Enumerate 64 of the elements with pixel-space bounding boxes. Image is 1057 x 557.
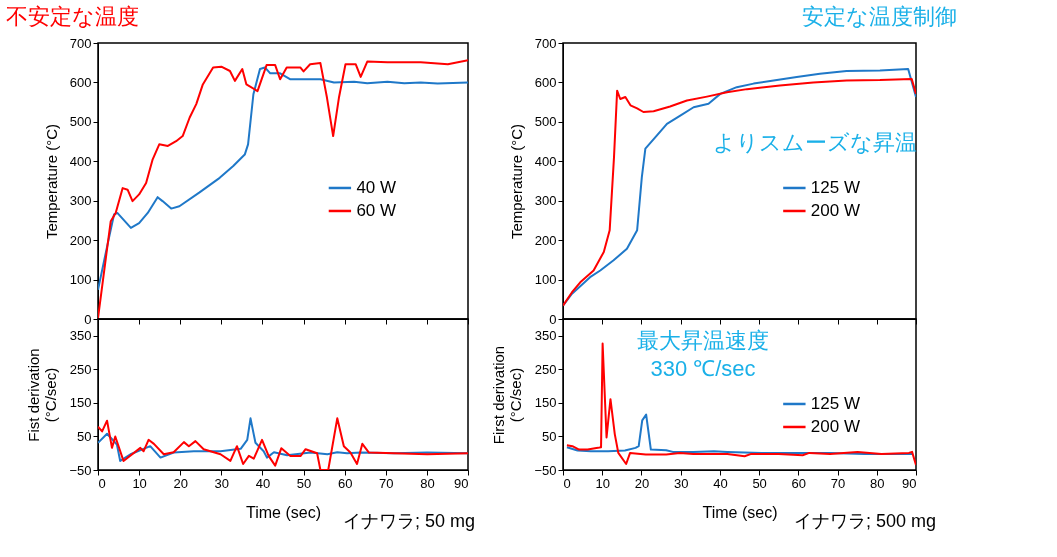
y-tick-label: 250 [534,361,557,377]
y-tick-label: 600 [69,74,92,90]
y-tick-label: 700 [534,35,557,51]
y-tick-label: 250 [69,361,92,377]
legend-label: 200 W [810,200,860,220]
y-tick-label: −50 [534,462,557,478]
y-tick-label: 600 [534,74,557,90]
x-tick-label: 70 [830,475,846,491]
x-tick-label: 0 [563,475,571,491]
x-axis-title: Time (sec) [246,503,321,521]
x-tick-label: 30 [214,475,230,491]
x-axis-title: Time (sec) [702,503,778,521]
x-tick-label: 40 [255,475,271,491]
y-tick-label: 0 [549,311,557,327]
y-tick-label: 50 [542,428,557,444]
x-tick-label: 20 [634,475,650,491]
x-tick-label: 30 [673,475,689,491]
legend-label: 125 W [810,177,860,197]
y-axis-title: Fist derivation (°C/sec) [25,348,60,442]
x-tick-label: 0 [98,475,106,491]
y-tick-label: 300 [534,193,557,209]
y-tick-label: 500 [69,114,92,130]
y-tick-label: 400 [534,153,557,169]
y-tick-label: 350 [69,328,92,344]
legend-label: 200 W [810,416,860,436]
x-tick-label: 70 [379,475,394,491]
x-tick-label: 80 [870,475,885,491]
y-axis-title: Temperature (°C) [42,123,60,240]
chart-title: 不安定な温度 [6,4,140,29]
x-tick-label: 40 [713,475,728,491]
y-tick-label: 100 [534,272,557,288]
line-series [565,413,914,455]
y-tick-label: 300 [69,193,92,209]
y-tick-label: 150 [534,395,557,411]
text: イナワラ; 500 mg [794,511,937,531]
y-tick-label: 700 [69,35,92,51]
y-tick-label: 100 [69,272,92,288]
y-tick-label: 0 [84,311,92,327]
chart-title: 安定な温度制御 [802,4,957,29]
x-tick-label: 60 [791,475,807,491]
x-tick-label: 80 [420,475,435,491]
y-tick-label: 400 [69,153,92,169]
text: イナワラ; 50 mg [343,511,476,531]
legend-label: 125 W [810,393,860,413]
legend-label: 60 W [356,200,397,220]
y-axis-title: First derivation (°C/sec) [490,345,525,445]
y-tick-label: 500 [534,114,557,130]
x-tick-label: 10 [595,475,610,491]
x-tick-label: 90 [902,475,917,491]
y-axis-title: Temperature (°C) [507,123,525,240]
annotation: 最大昇温速度 330 ℃/sec [637,328,769,381]
y-tick-label: 200 [534,232,557,248]
x-tick-label: 90 [454,475,469,491]
y-tick-label: 150 [69,395,92,411]
x-tick-label: 20 [173,475,188,491]
x-tick-label: 50 [752,475,767,491]
legend-label: 40 W [356,177,397,197]
y-tick-label: 350 [534,328,557,344]
x-tick-label: 50 [296,475,312,491]
x-tick-label: 60 [337,475,353,491]
y-tick-label: −50 [69,462,92,478]
y-tick-label: 50 [77,428,92,444]
x-tick-label: 10 [132,475,147,491]
y-tick-label: 200 [69,232,92,248]
